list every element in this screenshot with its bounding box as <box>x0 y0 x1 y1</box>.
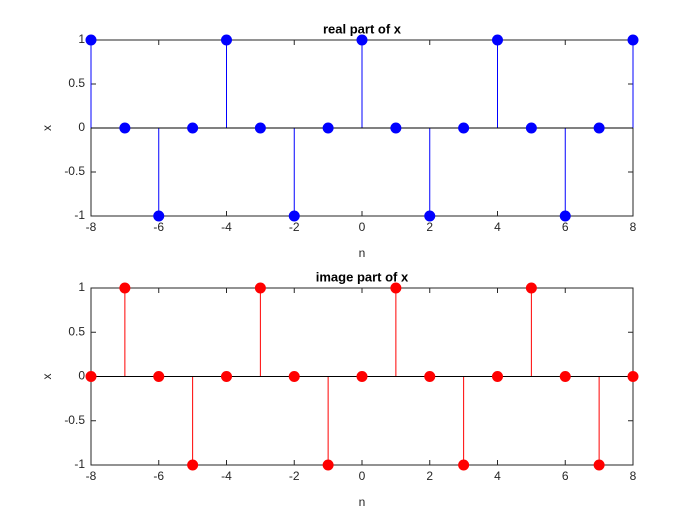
chart-title: image part of x <box>316 269 409 284</box>
stem-marker <box>254 282 266 294</box>
x-tick-label: -4 <box>221 220 232 234</box>
stem-marker <box>221 34 232 46</box>
x-tick-label: -8 <box>86 220 97 234</box>
x-tick-label: -2 <box>289 469 300 483</box>
x-tick-label: 8 <box>630 469 637 483</box>
stem-marker <box>627 371 639 382</box>
stem-marker <box>390 282 402 294</box>
stem-marker <box>458 459 470 471</box>
stem-marker <box>85 371 97 382</box>
x-tick-label: 8 <box>630 220 637 234</box>
stem-marker <box>119 282 131 294</box>
y-tick-label: 0 <box>78 369 85 383</box>
stem-marker <box>525 122 537 134</box>
y-tick-label: 1 <box>78 280 85 294</box>
x-tick-label: 4 <box>494 469 501 483</box>
stem-marker <box>458 122 470 134</box>
stem-marker <box>288 210 300 222</box>
stem-marker <box>559 371 571 382</box>
y-axis-label: x <box>40 374 54 380</box>
y-tick-label: -1 <box>74 457 85 471</box>
x-tick-label: 0 <box>359 220 366 234</box>
stem-marker <box>424 371 436 382</box>
stem-marker <box>559 210 571 222</box>
x-tick-label: 6 <box>562 220 569 234</box>
x-tick-label: 2 <box>426 220 433 234</box>
x-tick-label: 2 <box>426 469 433 483</box>
stem-marker <box>525 282 537 294</box>
stem-marker <box>153 371 165 382</box>
stem-marker <box>322 122 334 134</box>
stem-marker <box>85 34 97 46</box>
x-tick-label: 6 <box>562 469 569 483</box>
x-tick-label: -6 <box>153 220 164 234</box>
y-tick-label: -0.5 <box>64 164 85 178</box>
stem-marker <box>390 122 402 134</box>
y-tick-label: -1 <box>74 208 85 222</box>
y-tick-label: 0 <box>78 120 85 134</box>
stem-marker <box>593 459 605 471</box>
y-tick-label: -0.5 <box>64 413 85 427</box>
y-axis-label: x <box>40 125 54 131</box>
x-tick-label: 4 <box>494 220 501 234</box>
stem-marker <box>187 459 199 471</box>
y-tick-label: 0.5 <box>68 324 85 338</box>
y-tick-label: 0.5 <box>68 76 85 90</box>
x-tick-label: 0 <box>359 469 366 483</box>
stem-marker <box>593 122 605 134</box>
stem-marker <box>322 459 334 471</box>
x-tick-label: -2 <box>289 220 300 234</box>
stem-marker <box>356 371 368 382</box>
stem-marker <box>424 210 436 222</box>
stem-marker <box>288 371 300 382</box>
x-axis-label: n <box>359 495 366 509</box>
x-tick-label: -8 <box>86 469 97 483</box>
stem-marker <box>356 34 368 46</box>
x-tick-label: -6 <box>153 469 164 483</box>
stem-marker <box>492 34 503 46</box>
x-tick-label: -4 <box>221 469 232 483</box>
stem-marker <box>254 122 266 134</box>
x-axis-label: n <box>359 246 366 260</box>
y-tick-label: 1 <box>78 32 85 46</box>
stem-marker <box>221 371 232 382</box>
stem-marker <box>119 122 131 134</box>
stem-marker <box>153 210 165 222</box>
stem-marker <box>627 34 639 46</box>
chart-title: real part of x <box>323 21 402 36</box>
stem-marker <box>187 122 199 134</box>
stem-marker <box>492 371 503 382</box>
